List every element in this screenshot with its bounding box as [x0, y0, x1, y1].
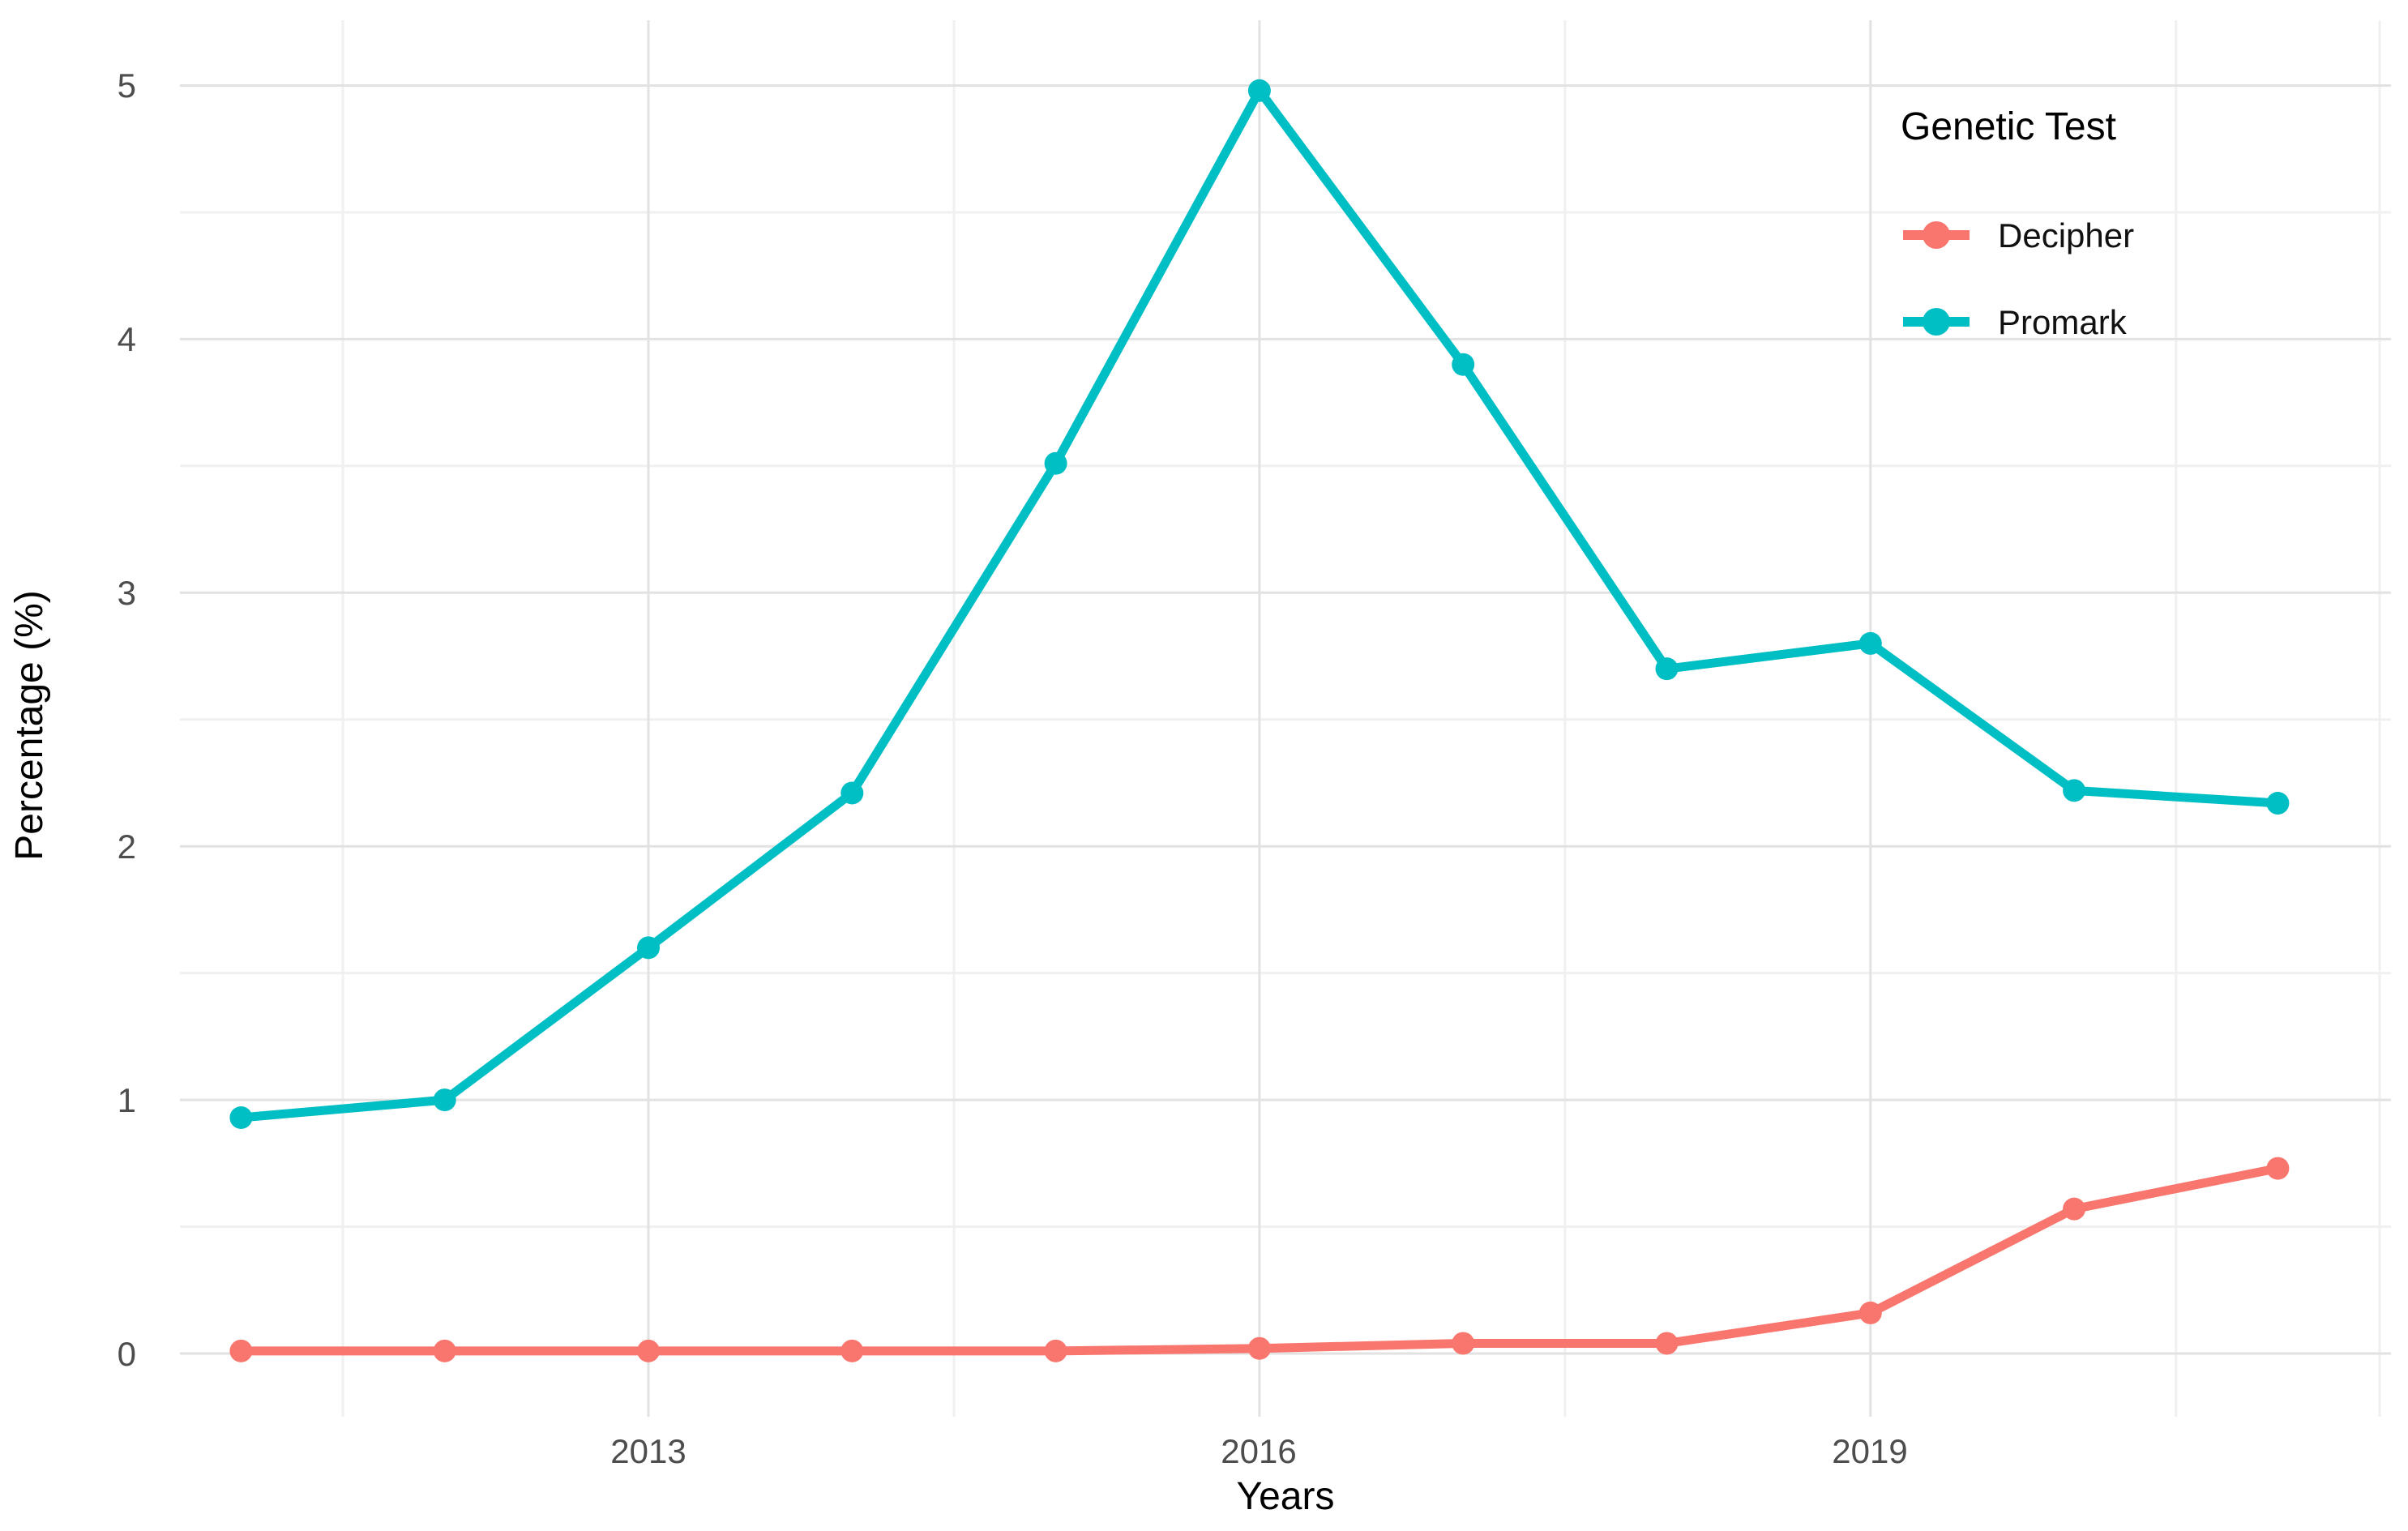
legend-key-point-decipher	[1923, 221, 1950, 249]
x-tick-label-2019: 2019	[1832, 1432, 1907, 1470]
decipher-point-2018	[1655, 1332, 1679, 1355]
decipher-point-2016	[1247, 1336, 1271, 1360]
minor-gridlines	[180, 20, 2391, 1417]
legend-item-promark: Promark	[1903, 303, 2128, 341]
decipher-point-2012	[433, 1339, 456, 1362]
promark-point-2012	[433, 1088, 456, 1112]
promark-point-2018	[1655, 657, 1679, 681]
promark-point-2015	[1044, 451, 1067, 475]
data-series-layer	[229, 79, 2290, 1362]
decipher-point-2014	[840, 1339, 864, 1362]
y-tick-label-3: 3	[118, 574, 136, 612]
legend-label-promark: Promark	[1998, 303, 2128, 341]
y-tick-label-0: 0	[118, 1335, 136, 1373]
decipher-point-2021	[2266, 1157, 2290, 1180]
promark-point-2011	[229, 1106, 253, 1130]
decipher-point-2015	[1044, 1339, 1067, 1362]
legend-key-point-promark	[1923, 308, 1950, 336]
legend-title: Genetic Test	[1901, 105, 2116, 148]
x-axis-tick-labels: 2013 2016 2019	[610, 1432, 1907, 1470]
promark-point-2021	[2266, 792, 2290, 815]
y-tick-label-2: 2	[118, 828, 136, 866]
legend: Genetic Test Decipher Promark	[1901, 105, 2134, 341]
x-tick-label-2016: 2016	[1221, 1432, 1296, 1470]
y-axis-tick-labels: 0 1 2 3 4 5	[118, 66, 136, 1373]
decipher-point-2019	[1858, 1301, 1882, 1324]
decipher-point-2017	[1452, 1332, 1475, 1355]
promark-point-2019	[1858, 631, 1882, 655]
y-tick-label-4: 4	[118, 320, 136, 358]
legend-label-decipher: Decipher	[1998, 216, 2134, 254]
promark-point-2014	[840, 781, 864, 805]
x-axis-title: Years	[1237, 1475, 1335, 1518]
decipher-point-2013	[637, 1339, 660, 1362]
promark-point-2020	[2063, 779, 2086, 802]
x-tick-label-2013: 2013	[610, 1432, 686, 1470]
promark-point-2016	[1247, 79, 1271, 102]
legend-item-decipher: Decipher	[1903, 216, 2134, 254]
decipher-series	[229, 1157, 2290, 1362]
y-tick-label-1: 1	[118, 1081, 136, 1119]
promark-point-2013	[637, 936, 660, 960]
decipher-point-2020	[2063, 1197, 2086, 1221]
decipher-point-2011	[229, 1339, 253, 1362]
promark-series	[229, 79, 2290, 1130]
y-axis-title: Percentage (%)	[8, 590, 51, 861]
legend-items: Decipher Promark	[1903, 216, 2134, 341]
promark-point-2017	[1452, 353, 1475, 376]
y-tick-label-5: 5	[118, 66, 136, 105]
